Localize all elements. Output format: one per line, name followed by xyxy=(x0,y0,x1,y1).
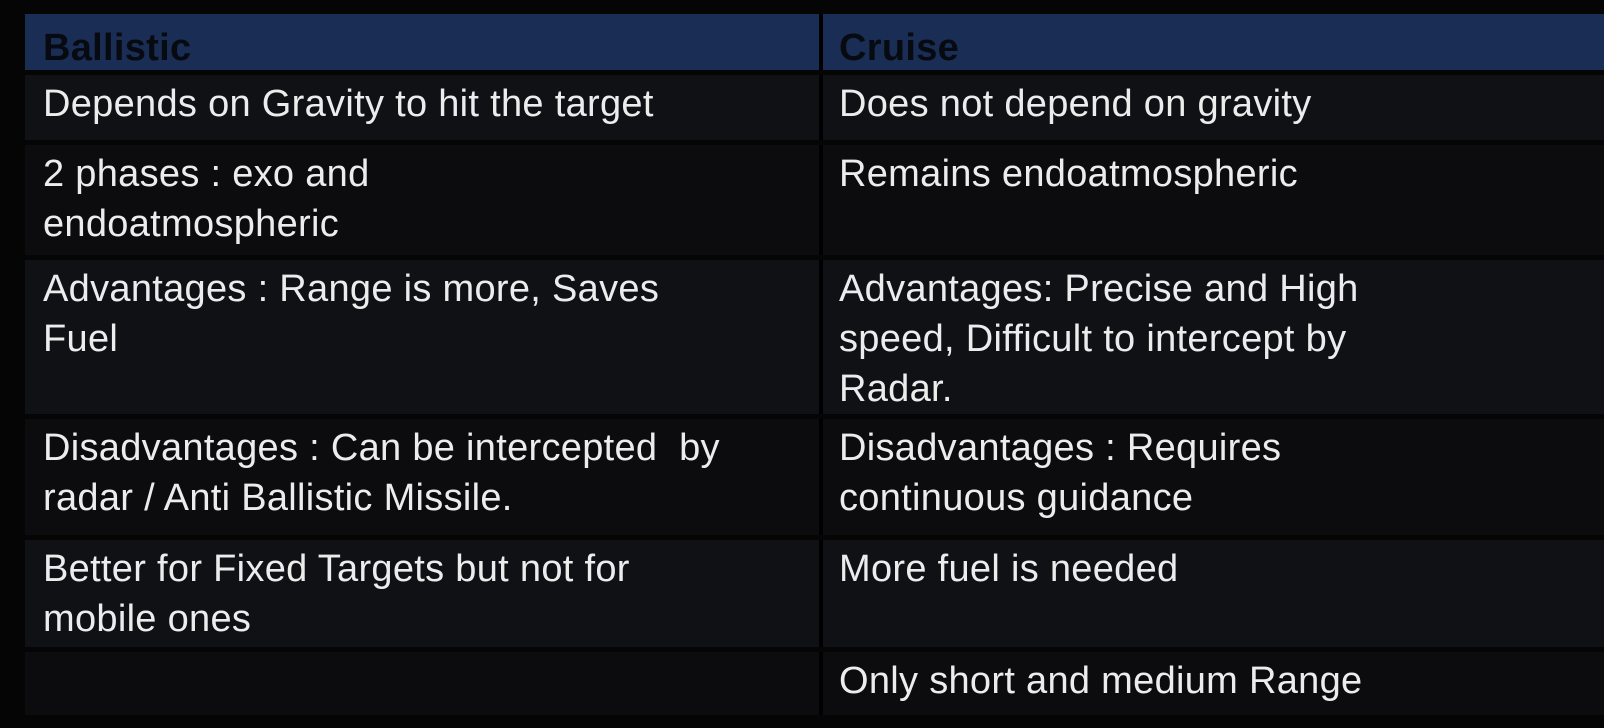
cell-text: 2 phases : exo and endoatmospheric xyxy=(43,153,370,245)
table-row-4-ballistic: Disadvantages : Can be intercepted by ra… xyxy=(25,419,819,535)
cell-text: Depends on Gravity to hit the target xyxy=(43,83,654,125)
column-divider xyxy=(819,14,823,70)
header-cruise: Cruise xyxy=(823,14,1604,70)
cell-text: More fuel is needed xyxy=(839,548,1179,590)
column-divider xyxy=(819,540,823,647)
cell-text: Remains endoatmospheric xyxy=(839,153,1298,195)
table-row-4-cruise: Disadvantages : Requires continuous guid… xyxy=(823,419,1604,535)
cell-text: Advantages : Range is more, Saves Fuel xyxy=(43,268,660,360)
header-ballistic: Ballistic xyxy=(25,14,819,70)
comparison-table: Ballistic Cruise Depends on Gravity to h… xyxy=(25,14,1604,716)
table-row-3-ballistic: Advantages : Range is more, Saves Fuel xyxy=(25,260,819,414)
table-row-3-cruise: Advantages: Precise and High speed, Diff… xyxy=(823,260,1604,414)
cell-text: Advantages: Precise and High speed, Diff… xyxy=(839,268,1359,410)
table-row-5-cruise: More fuel is needed xyxy=(823,540,1604,647)
cell-text: Does not depend on gravity xyxy=(839,83,1312,125)
cell-text: Disadvantages : Can be intercepted by ra… xyxy=(43,427,731,519)
table-row-2-cruise: Remains endoatmospheric xyxy=(823,145,1604,255)
cell-text: Better for Fixed Targets but not for mob… xyxy=(43,548,630,640)
cell-text: Only short and medium Range xyxy=(839,660,1363,702)
cell-text: Disadvantages : Requires continuous guid… xyxy=(839,427,1282,519)
table-row-1-cruise: Does not depend on gravity xyxy=(823,75,1604,140)
column-divider xyxy=(819,145,823,255)
table-row-6-cruise: Only short and medium Range xyxy=(823,652,1604,715)
table-row-5-ballistic: Better for Fixed Targets but not for mob… xyxy=(25,540,819,647)
table-row-1-ballistic: Depends on Gravity to hit the target xyxy=(25,75,819,140)
column-divider xyxy=(819,75,823,140)
table-row-2-ballistic: 2 phases : exo and endoatmospheric xyxy=(25,145,819,255)
column-divider xyxy=(819,419,823,535)
table-row-6-ballistic xyxy=(25,652,819,715)
column-divider xyxy=(819,260,823,414)
column-divider xyxy=(819,652,823,715)
